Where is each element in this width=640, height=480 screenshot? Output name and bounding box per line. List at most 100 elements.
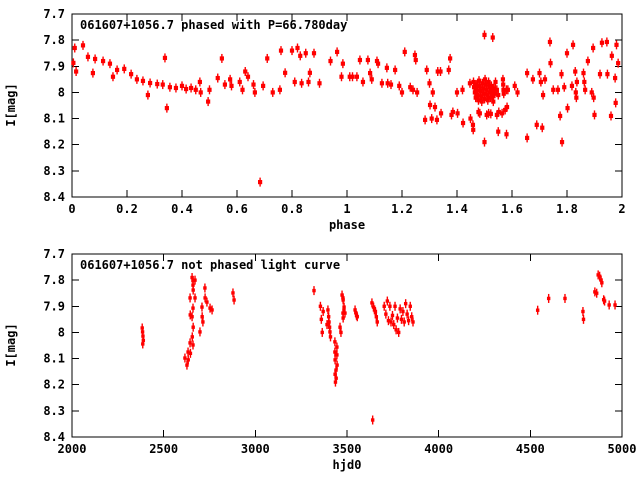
data-point — [485, 95, 490, 105]
data-point — [525, 68, 530, 78]
data-point — [435, 67, 440, 77]
data-point — [306, 77, 311, 87]
data-point — [609, 51, 614, 61]
data-point — [318, 301, 323, 311]
data-point — [564, 48, 570, 58]
data-point — [616, 58, 621, 68]
data-point — [393, 301, 397, 311]
data-point — [335, 350, 339, 360]
data-point — [347, 72, 352, 82]
data-point — [162, 53, 168, 63]
data-point — [483, 80, 488, 90]
data-point — [265, 53, 270, 63]
y-tick-label: 8.3 — [43, 164, 65, 178]
data-point — [411, 317, 415, 327]
data-point — [319, 314, 324, 324]
data-point — [198, 87, 203, 97]
data-point — [540, 123, 545, 133]
y-axis-label: I[mag] — [4, 323, 18, 366]
data-point — [454, 87, 460, 97]
data-point — [183, 353, 187, 363]
data-point — [482, 137, 487, 147]
data-point — [398, 304, 402, 314]
y-tick-label: 8.1 — [43, 352, 65, 366]
data-point — [583, 85, 588, 95]
x-tick-label: 3000 — [241, 442, 270, 456]
data-point — [490, 33, 495, 43]
data-point — [482, 30, 487, 40]
data-point — [500, 108, 505, 118]
data-point — [494, 85, 499, 95]
x-axis-label: hjd0 — [333, 458, 362, 472]
data-point — [394, 325, 398, 335]
x-tick-label: 0.2 — [116, 202, 138, 216]
data-point — [613, 300, 617, 310]
y-axis-label: I[mag] — [4, 83, 18, 126]
x-tick-label: 3500 — [333, 442, 362, 456]
data-point — [405, 309, 409, 319]
axes-layer: 2000 2500 3000 3500 4000 4500 5000 7.7 7.8 7.9 8 8.… — [43, 247, 636, 456]
x-tick-label: 1.4 — [446, 202, 468, 216]
data-point — [410, 312, 414, 322]
data-point — [486, 77, 491, 87]
data-point — [489, 81, 494, 91]
data-point — [205, 297, 209, 307]
data-point — [602, 296, 607, 306]
data-point — [320, 327, 324, 337]
data-point — [141, 339, 145, 349]
data-point — [338, 322, 342, 332]
data-point — [448, 53, 453, 63]
data-point — [185, 360, 189, 370]
data-point — [555, 85, 561, 95]
data-point — [574, 77, 579, 87]
data-point — [424, 65, 429, 75]
x-tick-label: 5000 — [608, 442, 637, 456]
data-point — [605, 69, 610, 79]
panel-title: 061607+1056.7 not phased light curve — [80, 258, 340, 272]
data-point — [600, 278, 604, 288]
data-point — [608, 111, 614, 121]
data-point — [599, 38, 605, 48]
data-point — [450, 107, 455, 117]
data-point — [326, 305, 330, 315]
data-point — [333, 337, 337, 347]
data-point — [592, 110, 597, 120]
y-tick-label: 8.2 — [43, 378, 65, 392]
data-point — [191, 285, 195, 295]
data-point — [261, 81, 266, 91]
data-point — [410, 85, 416, 95]
data-point — [289, 46, 295, 56]
data-points-layer — [140, 270, 617, 425]
y-tick-label: 8.2 — [43, 138, 65, 152]
data-point — [563, 293, 567, 303]
data-points-layer — [71, 30, 621, 187]
data-point — [203, 283, 207, 293]
data-point — [188, 338, 192, 348]
data-point — [252, 87, 257, 97]
data-point — [110, 72, 116, 82]
data-point — [385, 78, 390, 88]
data-point — [389, 317, 393, 327]
panel-title: 061607+1056.7 phased with P=66.780day — [80, 18, 347, 32]
data-point — [491, 97, 496, 107]
data-point — [525, 133, 530, 143]
data-point — [334, 365, 338, 375]
data-point — [614, 40, 619, 50]
data-point — [219, 53, 224, 63]
data-point — [312, 286, 316, 296]
data-point — [339, 72, 344, 82]
x-axis-label: phase — [329, 218, 365, 232]
data-point — [370, 415, 375, 425]
data-point — [496, 127, 501, 137]
data-point — [303, 48, 308, 58]
x-tick-label: 1.6 — [501, 202, 523, 216]
x-tick-label: 4000 — [424, 442, 453, 456]
data-point — [340, 59, 345, 69]
data-point — [317, 78, 322, 88]
data-point — [335, 342, 339, 352]
data-point — [140, 76, 146, 86]
data-point — [198, 327, 202, 337]
data-point — [251, 80, 256, 90]
data-point — [164, 103, 169, 113]
